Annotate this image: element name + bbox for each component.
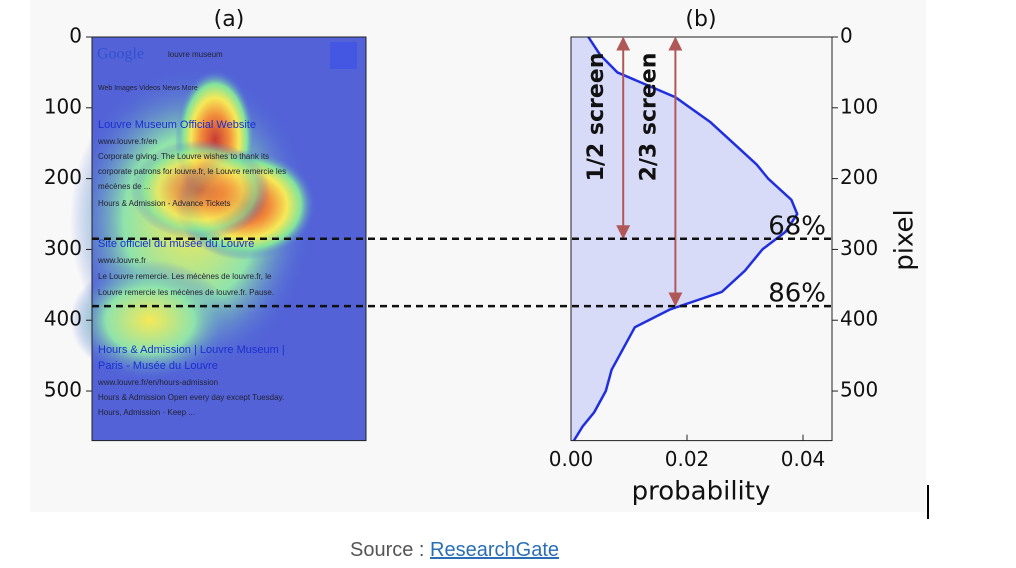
panel-title: (b) bbox=[685, 7, 716, 32]
screenshot-text: Hours, Admission · Keep ... bbox=[98, 408, 195, 417]
y-tick-label: 500 bbox=[44, 378, 82, 402]
screenshot-text: Google bbox=[97, 46, 144, 63]
y-tick-label: 500 bbox=[840, 378, 878, 402]
screenshot-text: louvre museum bbox=[168, 50, 223, 59]
screenshot-text: Le Louvre remercie. Les mécènes de louvr… bbox=[98, 272, 272, 281]
y-tick-label: 400 bbox=[840, 307, 878, 331]
x-tick-label: 0.02 bbox=[665, 447, 710, 471]
screenshot-text: corporate patrons for louvre.fr, le Louv… bbox=[98, 167, 286, 176]
y-axis-label: pixel bbox=[890, 209, 920, 271]
screenshot-text: Corporate giving. The Louvre wishes to t… bbox=[98, 152, 269, 161]
y-tick-label: 400 bbox=[44, 307, 82, 331]
screenshot-text: Hours & Admission - Advance Tickets bbox=[98, 199, 231, 208]
screenshot-text: mécènes de ... bbox=[98, 182, 150, 191]
screenshot-text: Louvre remercie les mécènes de louvre.fr… bbox=[98, 288, 274, 297]
y-tick-label: 0 bbox=[840, 24, 853, 48]
x-tick-label: 0.04 bbox=[781, 447, 826, 471]
threshold-label: 68% bbox=[768, 211, 826, 241]
screenshot-text: Paris - Musée du Louvre bbox=[98, 360, 218, 372]
arrow-label: 1/2 screen bbox=[584, 53, 609, 182]
y-tick-label: 300 bbox=[44, 236, 82, 260]
y-tick-label: 200 bbox=[840, 165, 878, 189]
y-tick-label: 0 bbox=[69, 24, 82, 48]
screenshot-text: Web Images Videos News More bbox=[98, 85, 198, 92]
frame bbox=[570, 36, 833, 442]
footer-prefix: Source : bbox=[350, 539, 424, 561]
panel-title: (a) bbox=[214, 7, 245, 32]
screenshot-text: Hours & Admission | Louvre Museum | bbox=[98, 344, 285, 356]
density-line bbox=[572, 36, 799, 442]
y-tick-label: 100 bbox=[44, 94, 82, 118]
screenshot-text: Hours & Admission Open every day except … bbox=[98, 393, 284, 402]
x-tick-label: 0.00 bbox=[549, 447, 594, 471]
y-tick-label: 300 bbox=[840, 236, 878, 260]
threshold-label: 86% bbox=[768, 279, 826, 309]
screenshot-text: www.louvre.fr/en/hours-admission bbox=[97, 378, 218, 387]
y-tick-label: 100 bbox=[840, 94, 878, 118]
footer-link[interactable]: ResearchGate bbox=[430, 539, 559, 561]
arrow-label: 2/3 screen bbox=[636, 53, 661, 182]
x-axis-label: probability bbox=[632, 477, 771, 507]
screenshot-text: Louvre Museum Official Website bbox=[98, 119, 256, 131]
footer: Source : ResearchGate bbox=[350, 539, 559, 561]
y-tick-label: 200 bbox=[44, 165, 82, 189]
screenshot-text: www.louvre.fr bbox=[97, 256, 146, 265]
screenshot-text: www.louvre.fr/en bbox=[97, 137, 157, 146]
screenshot-text: Site officiel du musée du Louvre bbox=[98, 238, 254, 250]
